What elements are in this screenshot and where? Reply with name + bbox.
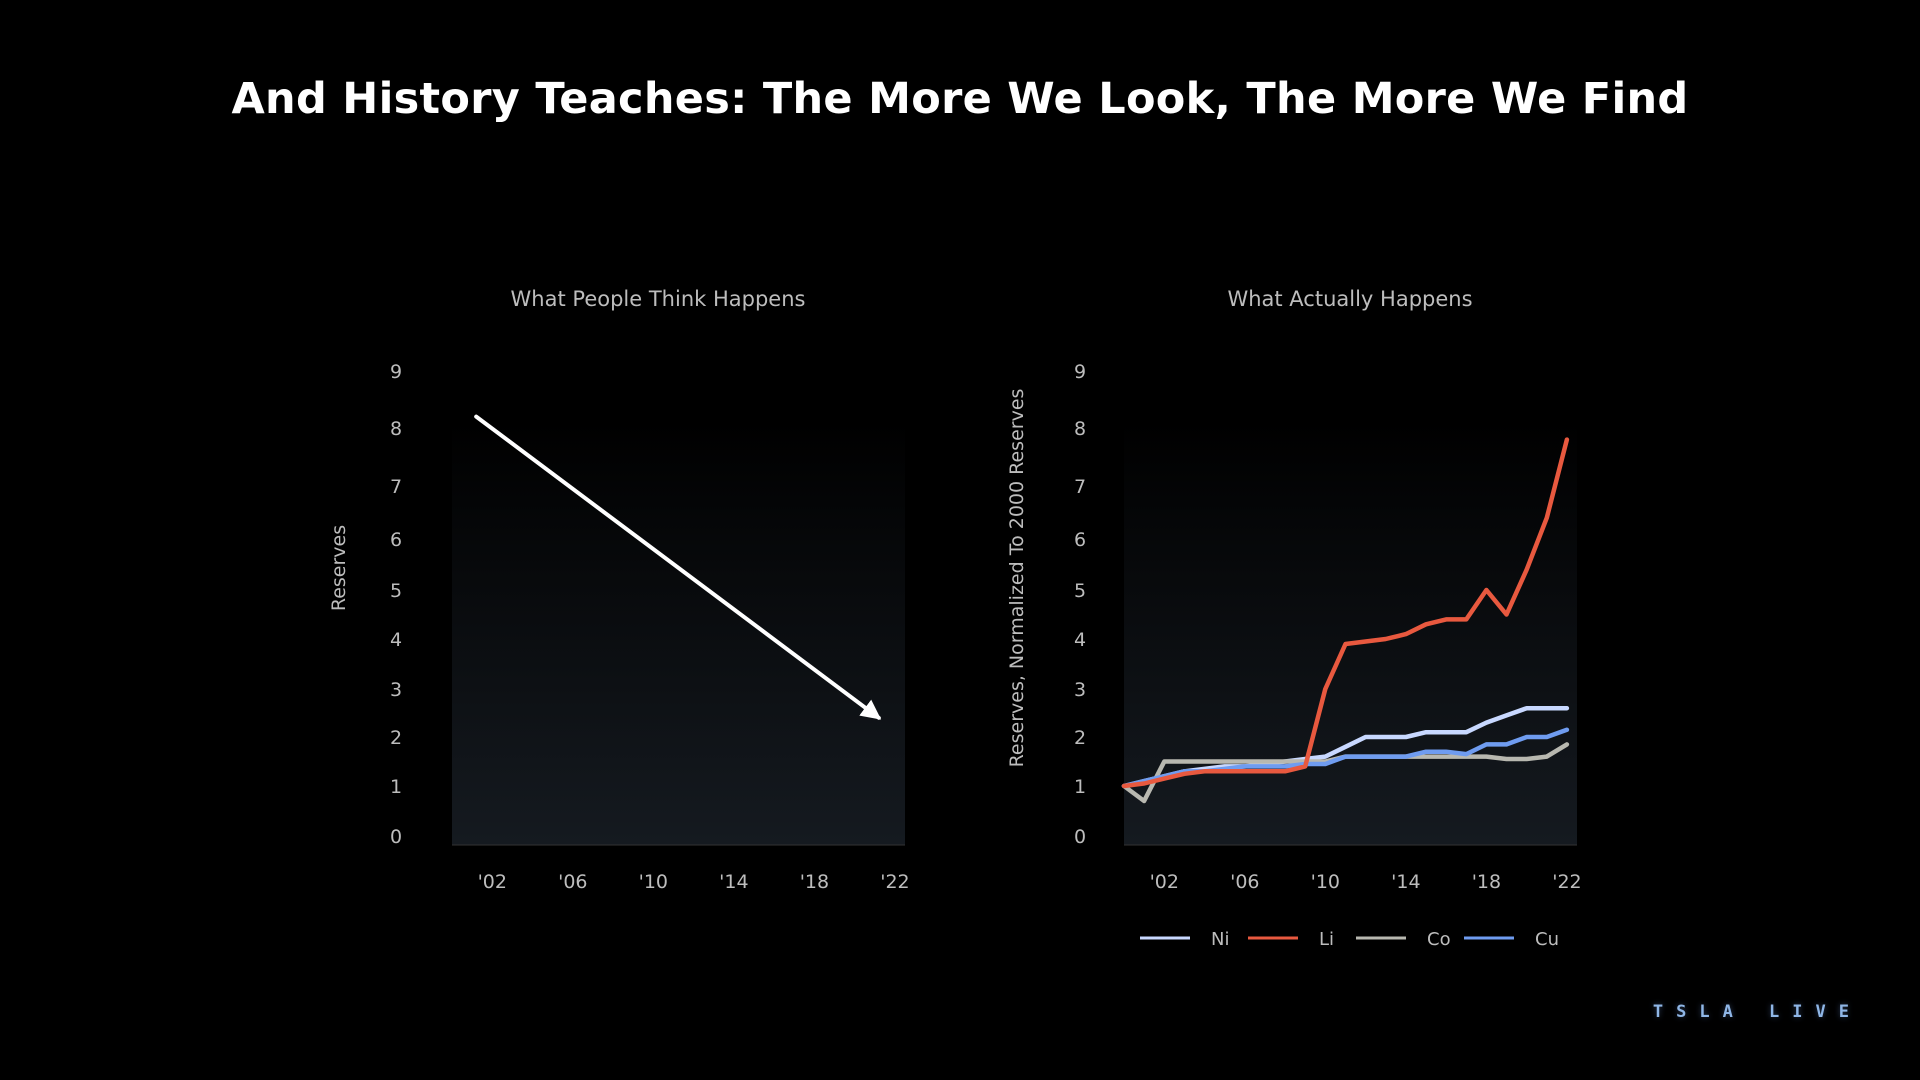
left-x-tick-label: '02 [478,871,507,893]
left-y-tick-label: 4 [390,629,402,651]
legend-item-ni: Ni [1140,929,1229,950]
right-y-tick-label: 7 [1074,476,1086,498]
legend-label: Cu [1535,929,1559,950]
legend-label: Ni [1211,929,1229,950]
left-y-tick-label: 6 [390,529,402,551]
left-y-tick-label: 7 [390,476,402,498]
left-y-tick-label: 2 [390,727,402,749]
right-y-tick-label: 0 [1074,826,1086,848]
right-x-tick-label: '14 [1391,871,1420,893]
right-x-tick-label: '10 [1311,871,1340,893]
left-y-tick-label: 5 [390,580,402,602]
right-y-tick-label: 4 [1074,629,1086,651]
right-y-tick-label: 1 [1074,776,1086,798]
brand-logo: TSLA LIVE [1652,1002,1862,1022]
left-chart-title: What People Think Happens [511,287,806,311]
right-y-tick-label: 9 [1074,361,1086,383]
right-y-tick-label: 6 [1074,529,1086,551]
right-y-tick-label: 5 [1074,580,1086,602]
legend-item-li: Li [1248,929,1334,950]
right-y-tick-label: 8 [1074,418,1086,440]
right-x-tick-label: '18 [1472,871,1501,893]
left-x-tick-label: '22 [880,871,909,893]
left-series-line [474,414,882,720]
left-y-tick-label: 0 [390,826,402,848]
left-y-axis-label: Reserves [328,525,350,611]
legend-label: Li [1319,929,1334,950]
legend-item-co: Co [1356,929,1451,950]
right-y-axis-label: Reserves, Normalized To 2000 Reserves [1006,389,1028,768]
right-x-tick-label: '22 [1552,871,1581,893]
left-y-tick-label: 3 [390,679,402,701]
left-y-tick-label: 9 [390,361,402,383]
left-y-tick-label: 1 [390,776,402,798]
right-series-line-li [1121,437,1570,789]
left-x-tick-label: '06 [558,871,587,893]
left-x-tick-label: '10 [639,871,668,893]
left-x-tick-label: '18 [800,871,829,893]
left-y-tick-label: 8 [390,418,402,440]
right-y-tick-label: 3 [1074,679,1086,701]
right-x-tick-label: '06 [1230,871,1259,893]
left-x-tick-label: '14 [719,871,748,893]
legend-item-cu: Cu [1464,929,1559,950]
right-plot-area [1124,420,1577,845]
right-x-tick-label: '02 [1150,871,1179,893]
slide-title: And History Teaches: The More We Look, T… [231,74,1689,124]
right-y-tick-label: 2 [1074,727,1086,749]
left-plot-area [452,420,905,845]
right-chart-title: What Actually Happens [1227,287,1472,311]
legend-label: Co [1427,929,1451,950]
